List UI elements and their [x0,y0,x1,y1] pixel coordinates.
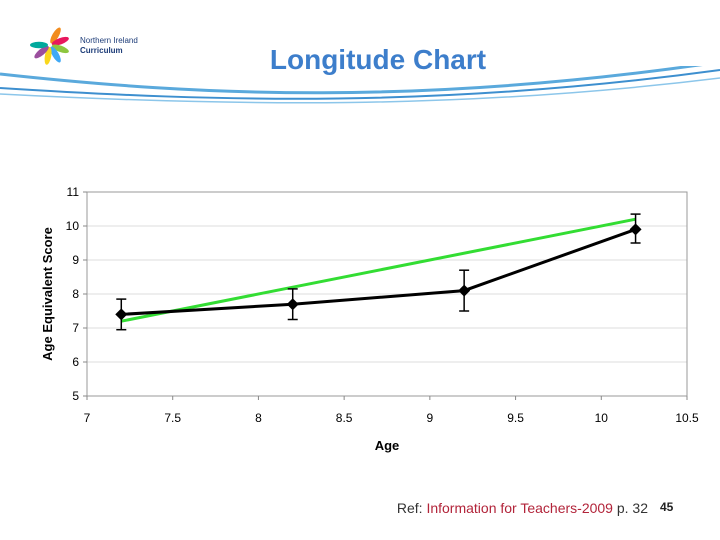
y-axis-ticks: 5 6 7 8 9 10 11 [66,185,87,403]
decorative-swoosh [0,66,720,104]
x-tick-label: 9.5 [507,411,524,425]
x-tick-label: 10 [595,411,609,425]
data-point-marker [458,284,471,297]
logo-petal [51,44,69,54]
x-axis-ticks: 7 7.5 8 8.5 9 9.5 10 10.5 [84,396,699,425]
ref-source: Information for Teachers-2009 [426,500,613,516]
y-tick-label: 7 [72,321,79,335]
x-tick-label: 7 [84,411,91,425]
logo-petal [30,41,48,49]
page-title: Longitude Chart [269,44,487,75]
x-tick-label: 8 [255,411,262,425]
y-tick-label: 8 [72,287,79,301]
x-tick-label: 10.5 [675,411,699,425]
y-tick-label: 11 [67,185,80,199]
data-point-marker [286,298,299,311]
data-point-marker [629,223,642,236]
y-tick-label: 9 [72,253,79,267]
logo-line-1: Northern Ireland [80,36,138,45]
logo-text: Northern Ireland Curriculum [80,36,138,56]
chart-series [115,213,642,331]
x-axis-label: Age [375,438,400,453]
ref-suffix: p. 32 [612,500,648,516]
data-point-marker [115,308,128,321]
y-tick-label: 10 [66,219,80,233]
longitude-chart: 5 6 7 8 9 10 11 7 7.5 8 8.5 9 9.5 10 10.5 Age Age Equ… [40,185,699,453]
y-tick-label: 6 [72,355,79,369]
page-number: 45 [660,500,674,514]
y-tick-label: 5 [72,389,79,403]
trend-line [120,217,636,323]
x-tick-label: 8.5 [336,411,353,425]
x-tick-label: 7.5 [164,411,181,425]
ref-prefix: Ref: [396,500,427,516]
curriculum-logo [30,27,69,65]
chart-grid [87,191,687,397]
logo-petal [50,46,61,63]
data-series-line [121,227,637,316]
logo-line-2: Curriculum [80,46,123,55]
y-axis-label: Age Equivalent Score [40,227,55,361]
logo-flower-icon [30,27,69,65]
logo-petal [51,36,69,46]
logo-petal [34,45,49,59]
logo-petal [50,27,61,44]
x-tick-label: 9 [427,411,434,425]
reference-note: Ref: Information for Teachers-2009 p. 32 [397,500,648,516]
